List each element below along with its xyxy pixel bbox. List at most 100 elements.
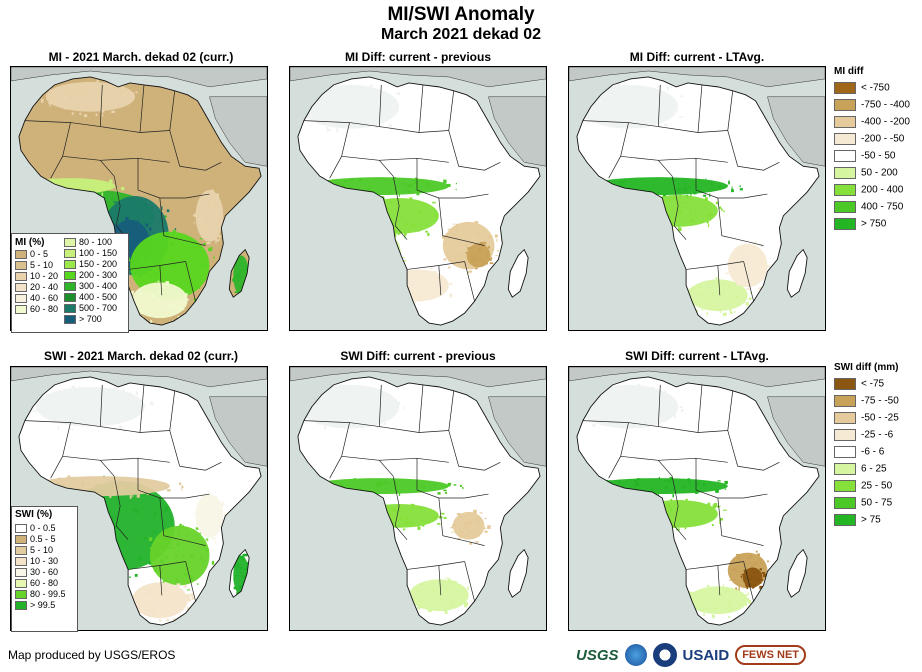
country-border — [185, 261, 196, 302]
raster-speck — [411, 223, 416, 228]
raster-speck — [669, 396, 672, 399]
raster-speck — [188, 575, 193, 578]
raster-speck — [735, 296, 739, 299]
raster-speck — [385, 235, 387, 238]
country-border — [448, 130, 460, 167]
raster-speck — [138, 602, 141, 607]
raster-speck — [410, 503, 415, 507]
raster-speck — [170, 257, 174, 262]
raster-speck — [214, 237, 218, 242]
raster-speck — [104, 408, 108, 412]
raster-speck — [40, 178, 44, 181]
mi-legend-item: 5 - 10 — [15, 260, 58, 271]
raster-speck — [484, 262, 488, 265]
raster-speck — [212, 194, 215, 197]
raster-speck — [38, 190, 40, 195]
raster-speck — [115, 224, 119, 226]
raster-speck — [140, 537, 143, 539]
raster-speck — [186, 594, 191, 597]
raster-speck — [667, 503, 671, 508]
raster-speck — [356, 510, 360, 514]
raster-speck — [728, 606, 731, 608]
raster-speck — [56, 481, 59, 484]
country-border — [657, 384, 661, 427]
country-border — [394, 225, 408, 240]
raster-speck — [308, 402, 313, 404]
raster-speck — [160, 550, 164, 553]
raster-speck — [175, 578, 178, 582]
raster-speck — [191, 596, 195, 600]
raster-speck — [124, 224, 128, 226]
raster-speck — [374, 527, 376, 530]
raster-speck — [109, 495, 112, 498]
raster-speck — [738, 586, 740, 590]
mi-legend-label: 80 - 100 — [79, 237, 113, 247]
raster-speck — [657, 507, 660, 510]
arabia-landmass — [488, 396, 546, 467]
raster-speck — [672, 177, 675, 182]
raster-speck — [129, 495, 132, 499]
raster-speck — [650, 409, 652, 412]
raster-speck — [758, 288, 760, 290]
raster-speck — [82, 216, 84, 218]
map-title: MI/SWI Anomaly — [387, 4, 535, 25]
mi-diff-legend-label: -50 - 50 — [861, 150, 896, 162]
raster-speck — [387, 99, 391, 104]
raster-speck — [731, 293, 735, 295]
raster-speck — [383, 263, 388, 267]
country-border — [185, 493, 210, 499]
raster-zone — [195, 190, 224, 242]
raster-speck — [699, 303, 701, 308]
raster-speck — [417, 217, 420, 220]
raster-speck — [734, 568, 737, 572]
country-border — [329, 422, 350, 479]
raster-speck — [487, 251, 490, 255]
raster-speck — [379, 115, 382, 118]
raster-speck — [729, 311, 733, 314]
raster-speck — [140, 312, 143, 315]
raster-speck — [711, 614, 715, 618]
raster-speck — [145, 223, 149, 227]
raster-speck — [179, 260, 183, 263]
raster-speck — [443, 179, 447, 184]
country-border — [113, 476, 121, 526]
raster-speck — [215, 194, 219, 198]
raster-speck — [385, 515, 389, 519]
raster-speck — [64, 106, 68, 110]
raster-speck — [109, 179, 113, 183]
raster-speck — [240, 269, 244, 272]
raster-speck — [444, 287, 447, 292]
raster-speck — [249, 576, 253, 579]
raster-speck — [705, 295, 708, 297]
raster-speck — [656, 519, 659, 521]
raster-speck — [628, 390, 631, 394]
raster-zone — [45, 81, 136, 112]
raster-speck — [703, 612, 705, 617]
raster-speck — [412, 210, 417, 212]
raster-speck — [417, 600, 422, 603]
raster-speck — [210, 236, 213, 240]
raster-speck — [734, 253, 738, 258]
raster-speck — [659, 92, 662, 96]
raster-speck — [703, 194, 707, 197]
country-border — [113, 176, 121, 226]
raster-speck — [126, 211, 129, 216]
raster-speck — [611, 492, 615, 495]
raster-speck — [755, 577, 760, 581]
raster-speck — [450, 526, 454, 529]
raster-speck — [741, 574, 745, 576]
raster-speck — [350, 86, 354, 90]
mi-diff-legend-item: -750 - -400 — [834, 99, 910, 116]
raster-speck — [404, 234, 406, 239]
mi-diff-legend-title: MI diff — [834, 66, 864, 77]
swi-diff-legend-swatch — [834, 463, 856, 475]
raster-speck — [100, 109, 105, 113]
swi-legend-item: 0 - 0.5 — [15, 523, 74, 534]
raster-speck — [716, 602, 719, 604]
raster-speck — [445, 233, 448, 235]
raster-speck — [70, 180, 73, 184]
raster-speck — [697, 201, 699, 204]
raster-speck — [730, 568, 734, 571]
raster-speck — [669, 476, 673, 481]
raster-speck — [336, 182, 339, 187]
